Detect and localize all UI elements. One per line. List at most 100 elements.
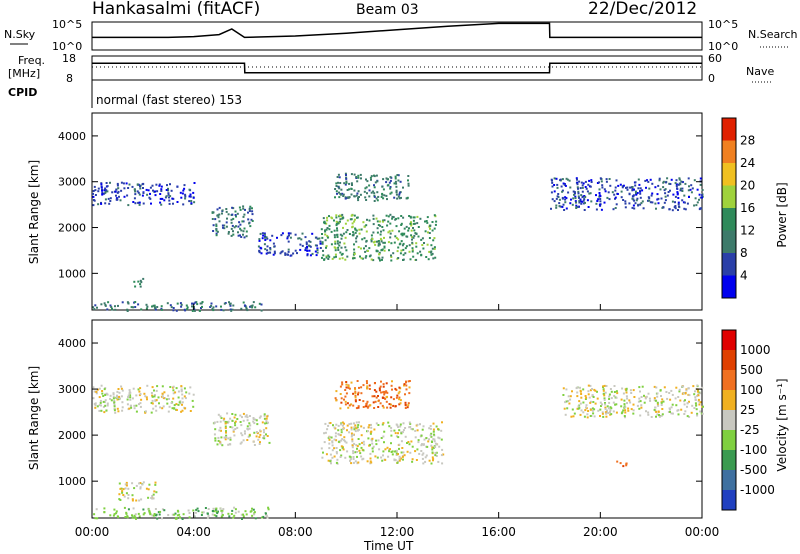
echo-cell (422, 247, 425, 250)
echo-cell (580, 396, 583, 399)
echo-cell (586, 413, 589, 416)
echo-cell (589, 185, 592, 188)
echo-cell (635, 199, 638, 202)
echo-cell (272, 253, 275, 256)
echo-cell (175, 387, 178, 390)
echo-cell (104, 198, 107, 201)
echo-cell (213, 510, 216, 513)
echo-cell (564, 413, 567, 416)
echo-cell (345, 249, 348, 252)
echo-cell (394, 387, 397, 390)
echo-cell (550, 191, 553, 194)
echo-cell (210, 304, 213, 307)
echo-cell (340, 428, 343, 431)
echo-cell (350, 182, 353, 185)
echo-cell (377, 439, 380, 442)
echo-cell (120, 395, 123, 398)
echo-cell (380, 249, 383, 252)
echo-cell (96, 388, 99, 391)
echo-cell (337, 181, 339, 184)
echo-cell (130, 306, 133, 309)
echo-cell (97, 203, 100, 206)
echo-cell (231, 509, 234, 512)
echo-cell (425, 454, 428, 457)
echo-cell (334, 253, 337, 256)
echo-cell (647, 196, 650, 199)
echo-cell (564, 401, 567, 404)
echo-cell (389, 222, 392, 225)
echo-cell (100, 202, 103, 205)
echo-cell (244, 432, 246, 435)
echo-cell (133, 407, 136, 410)
echo-cell (576, 183, 579, 186)
echo-cell (570, 198, 572, 201)
echo-cell (638, 386, 641, 389)
echo-cell (405, 245, 408, 248)
echo-cell (247, 211, 249, 214)
echo-cell (223, 227, 226, 230)
echo-cell (365, 240, 368, 243)
echo-cell (324, 233, 327, 236)
x-tick-label: 20:00 (583, 525, 618, 539)
echo-cell (558, 198, 561, 201)
echo-cell (225, 210, 228, 213)
echo-cell (334, 435, 337, 438)
echo-cell (102, 395, 105, 397)
echo-cell (185, 391, 188, 394)
echo-cell (333, 234, 336, 237)
echo-cell (556, 195, 559, 198)
echo-cell (214, 437, 217, 440)
colorbar-segment (722, 230, 736, 253)
echo-cell (359, 452, 362, 455)
echo-cell (601, 186, 604, 189)
echo-cell (412, 255, 415, 258)
colorbar-segment (722, 163, 736, 186)
echo-cell (350, 218, 353, 221)
echo-cell (693, 407, 696, 409)
echo-cell (258, 238, 261, 241)
echo-cell (610, 413, 613, 416)
echo-cell (435, 443, 438, 446)
echo-cell (421, 244, 424, 246)
echo-cell (146, 398, 148, 401)
echo-cell (593, 415, 596, 418)
echo-cell (263, 431, 265, 434)
echo-cell (160, 185, 163, 188)
echo-cell (576, 391, 579, 394)
echo-cell (679, 183, 682, 186)
echo-cell (138, 193, 141, 196)
echo-cell (417, 439, 420, 442)
echo-cell (326, 219, 329, 222)
echo-cell (120, 385, 123, 388)
echo-cell (323, 221, 325, 224)
echo-cell (233, 416, 236, 419)
echo-cell (432, 422, 435, 425)
echo-cell (405, 384, 408, 387)
echo-cell (399, 180, 402, 183)
nave-label: Nave (746, 65, 774, 78)
echo-cell (145, 303, 148, 306)
echo-cell (688, 185, 690, 188)
echo-cell (103, 302, 106, 305)
echo-cell (152, 189, 154, 192)
echo-cell (373, 175, 376, 178)
colorbar-segment (722, 330, 736, 350)
echo-cell (370, 426, 373, 429)
echo-cell (109, 181, 111, 184)
echo-cell (589, 384, 592, 387)
echo-cell (155, 399, 158, 402)
echo-cell (599, 177, 602, 180)
echo-cell (383, 219, 386, 222)
echo-cell (398, 396, 401, 399)
echo-cell (138, 390, 141, 393)
echo-cell (352, 458, 355, 460)
echo-cell (342, 193, 345, 196)
echo-cell (626, 188, 629, 191)
echo-cell (354, 424, 357, 427)
echo-cell (376, 456, 379, 459)
echo-cell (330, 243, 333, 246)
echo-cell (252, 508, 255, 511)
echo-cell (441, 421, 443, 424)
echo-cell (685, 388, 688, 391)
